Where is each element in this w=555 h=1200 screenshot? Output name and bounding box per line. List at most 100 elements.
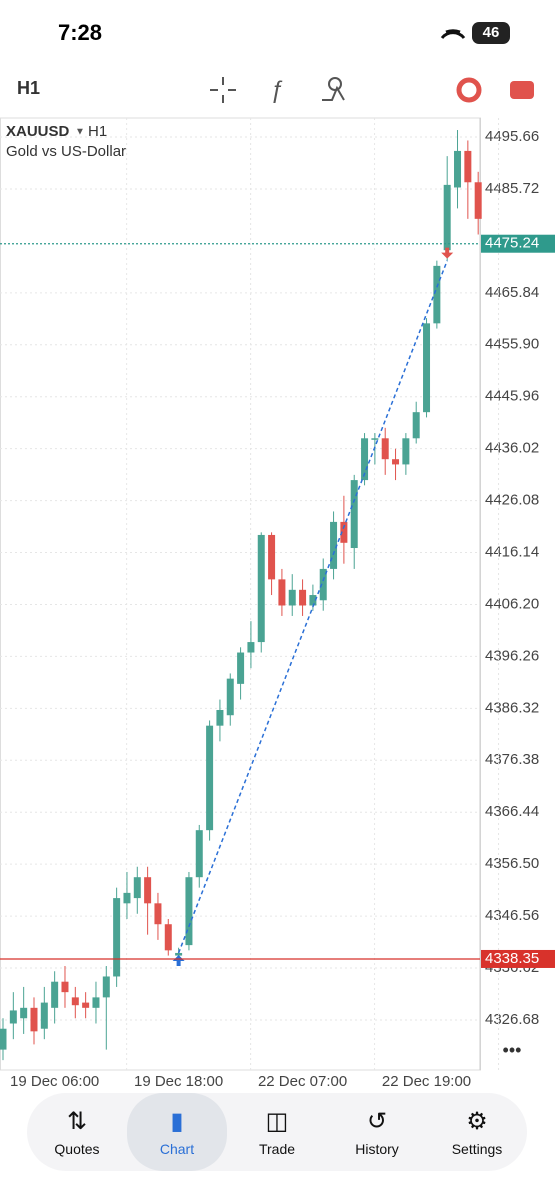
candle-body <box>350 480 358 549</box>
nav-icon: ⚙ <box>466 1108 488 1135</box>
nav-icon: ⇅ <box>66 1108 88 1135</box>
y-tick-label: 4445.96 <box>485 388 539 405</box>
candle-body <box>40 1002 48 1029</box>
candle-body <box>102 976 110 998</box>
candle-body <box>92 997 100 1008</box>
candle-body <box>412 412 420 439</box>
candle-body <box>175 952 183 956</box>
candle-body <box>0 1028 7 1050</box>
candle-body <box>226 678 234 716</box>
nav-icon: ▮ <box>170 1108 184 1135</box>
more-button[interactable]: ••• <box>503 1040 522 1060</box>
chart-type-icon[interactable] <box>456 77 482 103</box>
x-tick-label: 22 Dec 07:00 <box>258 1073 347 1090</box>
symbol-description: Gold vs US-Dollar <box>6 143 126 160</box>
price-label: 4338.35 <box>485 950 539 967</box>
candle-body <box>309 595 317 606</box>
nav-item[interactable]: Trade ◫ <box>227 1093 327 1171</box>
y-tick-label: 4396.26 <box>485 647 539 664</box>
price-label-bg <box>481 234 555 253</box>
candle-body <box>423 323 431 413</box>
y-tick-label: 4386.32 <box>485 699 539 716</box>
nav-item[interactable]: Settings ⚙ <box>427 1093 527 1171</box>
nav-icon: ↺ <box>366 1108 388 1135</box>
nav-item[interactable]: Quotes ⇅ <box>27 1093 127 1171</box>
y-tick-label: 4356.50 <box>485 855 539 872</box>
buy-arrow <box>172 954 185 966</box>
candle-body <box>392 459 400 465</box>
y-tick-label: 4455.90 <box>485 336 539 353</box>
y-tick-label: 4426.08 <box>485 492 539 509</box>
candle-body <box>133 877 141 899</box>
candle-body <box>164 924 172 951</box>
candle-body <box>268 534 276 580</box>
y-tick-label: 4485.72 <box>485 180 539 197</box>
symbol-timeframe: H1 <box>88 123 107 140</box>
trade-line <box>177 260 448 954</box>
x-tick-label: 22 Dec 19:00 <box>382 1073 471 1090</box>
sell-arrow <box>441 247 454 259</box>
candle-body <box>257 534 265 643</box>
candle-body <box>319 568 327 601</box>
candle-body <box>464 150 472 183</box>
candle-body <box>288 589 296 606</box>
candle-body <box>154 903 162 925</box>
candle-body <box>30 1007 38 1032</box>
y-tick-label: 4406.20 <box>485 595 539 612</box>
y-tick-label: 4436.02 <box>485 440 539 457</box>
status-time: 7:28 <box>58 20 103 45</box>
candle-body <box>20 1007 28 1019</box>
y-tick-label: 4346.56 <box>485 907 539 924</box>
candle-body <box>433 265 441 324</box>
y-tick-label: 4376.38 <box>485 751 539 768</box>
y-tick-label: 4416.14 <box>485 543 539 560</box>
price-label: 4475.24 <box>485 235 539 252</box>
candle-body <box>144 877 152 904</box>
candle-body <box>443 184 451 251</box>
y-tick-label: 4366.44 <box>485 803 539 820</box>
candle-body <box>454 150 462 188</box>
candle-body <box>340 521 348 543</box>
battery: 46 <box>472 22 510 44</box>
chart-screen: H1 ƒ XAUUSD ▼ H1 Gold vs US-Dollar 4495.… <box>0 29 555 1090</box>
candle-body <box>299 589 307 606</box>
candle-body <box>123 892 131 904</box>
y-tick-label: 4326.68 <box>485 1011 539 1028</box>
candle-body <box>361 438 369 481</box>
candle-body <box>474 182 482 219</box>
objects-icon[interactable] <box>322 77 345 101</box>
x-tick-label: 19 Dec 06:00 <box>10 1073 99 1090</box>
candle-body <box>82 1002 90 1008</box>
candle-body <box>113 898 121 977</box>
nav-item[interactable]: Chart ▮ <box>127 1093 227 1171</box>
dropdown-arrow[interactable]: ▼ <box>75 127 85 138</box>
candle-body <box>371 438 379 440</box>
plot-frame <box>0 117 481 1071</box>
nav-item[interactable]: History ↺ <box>327 1093 427 1171</box>
indicators-icon[interactable]: ƒ <box>270 76 283 103</box>
candle-body <box>381 438 389 460</box>
bottom-nav: Quotes ⇅ Chart ▮ Trade ◫ History ↺ Settings ⚙ <box>27 1093 527 1171</box>
candle-body <box>71 997 79 1006</box>
timeframe-button[interactable]: H1 <box>17 78 40 98</box>
candle-body <box>247 642 255 653</box>
price-label-bg <box>481 949 555 968</box>
candle-body <box>61 981 69 993</box>
nav-icon: ◫ <box>265 1108 289 1135</box>
candle-body <box>237 652 245 684</box>
candle-body <box>330 521 338 569</box>
wifi-icon <box>440 29 466 40</box>
trade-icon[interactable] <box>510 81 534 99</box>
candle-body <box>216 709 224 726</box>
candle-body <box>402 438 410 465</box>
candle-body <box>185 877 193 946</box>
candle-body <box>206 725 214 831</box>
candle-body <box>195 830 203 878</box>
crosshair-icon[interactable] <box>210 77 236 103</box>
y-tick-label: 4495.66 <box>485 128 539 145</box>
x-tick-label: 19 Dec 18:00 <box>134 1073 223 1090</box>
y-tick-label: 4465.84 <box>485 284 539 301</box>
symbol: XAUUSD <box>6 123 70 140</box>
candle-body <box>278 579 286 606</box>
